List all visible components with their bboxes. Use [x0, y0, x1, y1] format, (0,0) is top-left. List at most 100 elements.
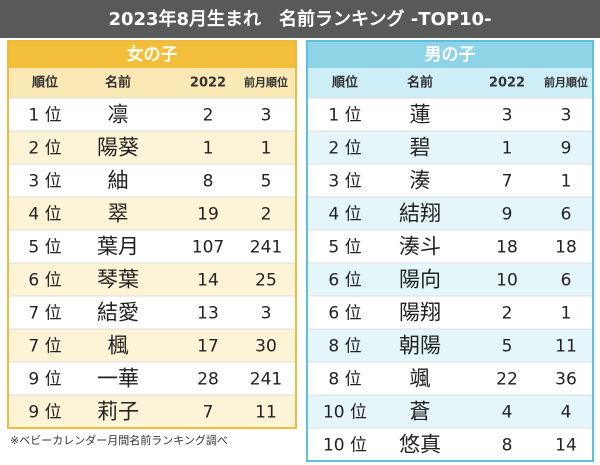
name-cell: 凛 [108, 103, 129, 127]
name-cell: 蒼 [410, 400, 431, 424]
table-row [8, 230, 296, 263]
rank-cell: 9 位 [28, 370, 61, 390]
rank-cell: 5 位 [28, 238, 61, 258]
count-2022-cell: 107 [192, 238, 224, 258]
name-cell: 紬 [108, 169, 129, 193]
table-row [307, 131, 593, 164]
rank-cell: 2 位 [28, 139, 61, 159]
rank-cell: 3 位 [328, 172, 361, 192]
prev-rank-cell: 25 [255, 271, 277, 291]
rank-cell: 7 位 [28, 304, 61, 324]
count-2022-cell: 19 [197, 205, 219, 225]
count-2022-cell: 7 [203, 403, 214, 423]
table-row [8, 329, 296, 362]
table-row [8, 164, 296, 197]
prev-rank-cell: 36 [555, 370, 577, 390]
rank-cell: 1 位 [28, 106, 61, 126]
column-header: 名前 [105, 75, 131, 91]
column-header: 前月順位 [544, 75, 588, 89]
column-header: 2022 [489, 76, 525, 91]
prev-rank-cell: 1 [261, 139, 272, 159]
prev-rank-cell: 11 [255, 403, 277, 423]
table-row [307, 395, 593, 428]
table-title: 女の子 [127, 44, 178, 65]
table-row [307, 362, 593, 395]
prev-rank-cell: 2 [261, 205, 272, 225]
name-cell: 碧 [410, 136, 431, 160]
table-row [8, 263, 296, 296]
prev-rank-cell: 3 [261, 106, 272, 126]
prev-rank-cell: 11 [555, 337, 577, 357]
table-row [8, 98, 296, 131]
count-2022-cell: 13 [197, 304, 219, 324]
rank-cell: 9 位 [28, 403, 61, 423]
table-row [307, 98, 593, 131]
count-2022-cell: 8 [502, 436, 513, 456]
prev-rank-cell: 1 [561, 172, 572, 192]
table-border [7, 40, 297, 429]
table-row [8, 395, 296, 428]
table-title-bar [8, 41, 296, 68]
name-cell: 結愛 [97, 301, 139, 325]
name-cell: 結翔 [399, 202, 441, 226]
table-title: 男の子 [425, 45, 476, 65]
header-row [307, 68, 593, 98]
prev-rank-cell: 6 [561, 205, 572, 225]
name-cell: 颯 [410, 367, 431, 391]
table-row [307, 296, 593, 329]
name-cell: 悠真 [399, 433, 441, 457]
name-cell: 陽向 [399, 268, 441, 292]
table-title-bar [307, 41, 593, 68]
table-row [8, 131, 296, 164]
count-2022-cell: 28 [197, 370, 219, 390]
rank-cell: 7 位 [28, 337, 61, 357]
rank-cell: 8 位 [328, 337, 361, 357]
table-row [8, 362, 296, 395]
prev-rank-cell: 30 [255, 337, 277, 357]
count-2022-cell: 5 [502, 337, 513, 357]
title-bar [0, 0, 600, 38]
count-2022-cell: 2 [203, 106, 214, 126]
rank-cell: 6 位 [328, 271, 361, 291]
column-header: 前月順位 [244, 75, 288, 89]
name-cell: 陽葵 [97, 136, 139, 160]
count-2022-cell: 1 [203, 139, 214, 159]
rank-cell: 5 位 [328, 238, 361, 258]
rank-cell: 3 位 [28, 172, 61, 192]
rank-cell: 2 位 [328, 139, 361, 159]
table-row [307, 263, 593, 296]
count-2022-cell: 9 [502, 205, 513, 225]
table-row [8, 197, 296, 230]
rank-cell: 10 位 [323, 403, 367, 423]
table-row [8, 296, 296, 329]
count-2022-cell: 8 [203, 172, 214, 192]
count-2022-cell: 10 [496, 271, 518, 291]
table-row [307, 164, 593, 197]
table-row [307, 329, 593, 362]
rank-cell: 4 位 [328, 205, 361, 225]
count-2022-cell: 3 [502, 106, 513, 126]
header-row [8, 68, 296, 98]
column-header: 2022 [190, 76, 226, 91]
prev-rank-cell: 18 [555, 238, 577, 258]
count-2022-cell: 18 [496, 238, 518, 258]
prev-rank-cell: 5 [261, 172, 272, 192]
rank-cell: 4 位 [28, 205, 61, 225]
prev-rank-cell: 1 [561, 304, 572, 324]
name-cell: 蓮 [410, 103, 431, 127]
page-title: 2023年8月生まれ 名前ランキング -TOP10- [108, 8, 491, 30]
rank-cell: 10 位 [323, 436, 367, 456]
column-header: 名前 [407, 75, 433, 91]
rank-cell: 6 位 [328, 304, 361, 324]
prev-rank-cell: 6 [561, 271, 572, 291]
prev-rank-cell: 241 [250, 370, 282, 390]
name-cell: 莉子 [97, 400, 139, 424]
rank-cell: 6 位 [28, 271, 61, 291]
count-2022-cell: 4 [502, 403, 513, 423]
count-2022-cell: 7 [502, 172, 513, 192]
count-2022-cell: 22 [496, 370, 518, 390]
prev-rank-cell: 14 [555, 436, 577, 456]
name-cell: 陽翔 [399, 301, 441, 325]
count-2022-cell: 17 [197, 337, 219, 357]
